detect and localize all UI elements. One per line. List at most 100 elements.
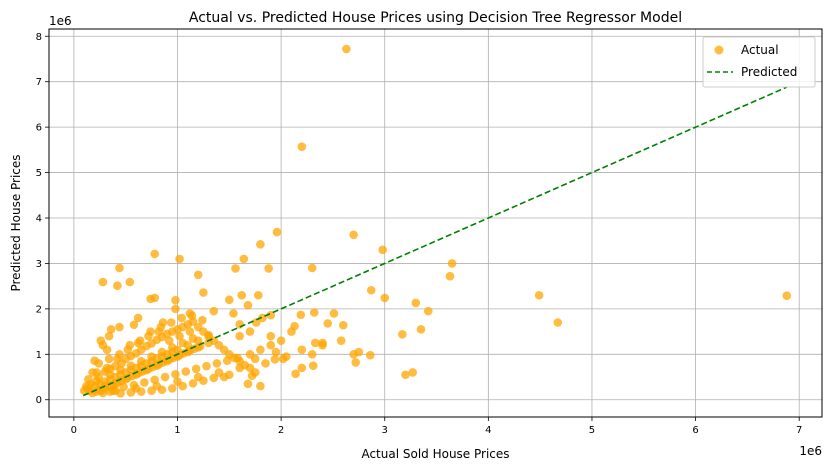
- actual-point: [94, 359, 104, 368]
- actual-point: [111, 386, 120, 395]
- y-tick-label: 6: [36, 123, 42, 134]
- actual-point: [297, 363, 307, 373]
- legend-actual-marker: [714, 45, 724, 55]
- actual-point: [307, 263, 317, 273]
- actual-point: [296, 310, 306, 320]
- actual-point: [168, 384, 177, 393]
- actual-point: [243, 379, 253, 389]
- actual-point: [135, 336, 145, 345]
- actual-point: [102, 363, 112, 373]
- actual-point: [281, 352, 291, 361]
- actual-point: [256, 345, 265, 355]
- actual-point: [308, 361, 318, 370]
- actual-point: [297, 142, 307, 151]
- actual-point: [104, 354, 114, 364]
- actual-point: [185, 327, 195, 336]
- actual-point: [342, 44, 351, 54]
- actual-point: [231, 264, 240, 273]
- actual-point: [202, 361, 211, 371]
- actual-point: [338, 320, 348, 330]
- y-axis-offset-label: 1e6: [49, 14, 72, 28]
- actual-point: [266, 310, 276, 320]
- actual-point: [365, 350, 375, 360]
- actual-point: [445, 271, 455, 281]
- actual-point: [307, 350, 317, 359]
- y-axis-label: Predicted House Prices: [9, 154, 23, 291]
- actual-point: [171, 304, 180, 314]
- actual-point: [115, 322, 124, 332]
- actual-point: [212, 359, 222, 368]
- actual-point: [318, 340, 327, 350]
- actual-point: [160, 372, 170, 382]
- actual-point: [173, 377, 182, 386]
- actual-point: [198, 315, 207, 325]
- actual-point: [256, 240, 265, 249]
- actual-point: [191, 364, 201, 374]
- actual-point: [175, 331, 184, 341]
- actual-point: [254, 290, 263, 300]
- actual-point: [113, 281, 122, 290]
- actual-point: [214, 368, 224, 377]
- actual-point: [96, 336, 106, 345]
- legend: Actual Predicted: [702, 36, 816, 88]
- actual-point: [224, 370, 234, 380]
- actual-point: [222, 356, 232, 365]
- actual-point: [329, 309, 339, 318]
- legend-predicted-label: Predicted: [741, 65, 797, 79]
- actual-point: [416, 325, 426, 334]
- actual-point: [239, 254, 249, 264]
- legend-box: [702, 36, 816, 88]
- actual-point: [235, 331, 244, 341]
- plot-area: [79, 44, 792, 398]
- actual-point: [323, 319, 333, 328]
- actual-point: [129, 320, 139, 330]
- y-tick-label: 8: [36, 32, 42, 43]
- actual-point: [553, 318, 563, 327]
- actual-point: [193, 372, 203, 382]
- actual-point: [224, 295, 234, 305]
- actual-point: [175, 254, 184, 264]
- actual-point: [447, 259, 457, 268]
- x-tick-label: 0: [71, 425, 77, 436]
- actual-point: [261, 359, 270, 368]
- actual-point: [235, 320, 244, 329]
- actual-point: [408, 368, 418, 377]
- actual-point: [366, 285, 376, 295]
- actual-point: [146, 294, 155, 304]
- actual-point: [271, 347, 281, 357]
- y-tick-label: 1: [36, 350, 42, 361]
- actual-point: [204, 331, 213, 341]
- actual-point: [115, 350, 124, 359]
- actual-point: [171, 295, 180, 305]
- actual-point: [164, 336, 174, 345]
- actual-point: [171, 369, 180, 379]
- ticks: 0 1 2 3 4 5 6 7 0 1 2 3 4 5 6 7 8: [36, 32, 803, 436]
- actual-point: [351, 358, 361, 367]
- x-tick-label: 4: [485, 425, 491, 436]
- actual-point: [336, 336, 346, 345]
- y-tick-label: 4: [36, 214, 42, 225]
- actual-point: [193, 270, 203, 280]
- x-axis-label: Actual Sold House Prices: [361, 447, 509, 461]
- y-tick-label: 2: [36, 304, 42, 315]
- actual-point: [131, 384, 141, 393]
- actual-point: [233, 353, 242, 363]
- actual-point: [354, 347, 364, 357]
- x-axis-offset-label: 1e6: [799, 444, 822, 458]
- actual-point: [270, 354, 280, 364]
- actual-point: [245, 327, 255, 336]
- actual-point: [534, 290, 544, 300]
- actual-point: [229, 309, 238, 318]
- actual-point: [237, 290, 247, 300]
- actual-point: [266, 331, 276, 341]
- actual-point: [349, 230, 358, 240]
- actual-point: [187, 311, 197, 320]
- actual-point: [125, 340, 135, 350]
- y-tick-label: 0: [36, 395, 42, 406]
- actual-point: [156, 322, 166, 332]
- actual-point: [104, 331, 114, 341]
- actual-point: [401, 370, 410, 380]
- actual-point: [177, 313, 186, 323]
- actual-point: [188, 334, 198, 343]
- y-tick-label: 3: [36, 259, 42, 270]
